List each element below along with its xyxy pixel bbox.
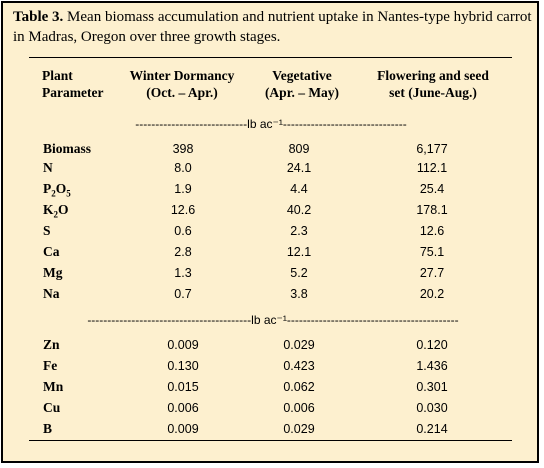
cell-vegetative: 0.029 xyxy=(283,338,315,352)
cell-flowering: 0.030 xyxy=(416,401,448,415)
row-label: Zn xyxy=(43,337,60,352)
row-label: Na xyxy=(43,285,60,303)
cell-vegetative: 0.062 xyxy=(283,380,315,394)
row-label: P2O5 xyxy=(43,180,71,198)
row-label-tail: O xyxy=(58,202,69,217)
row-label: Mg xyxy=(43,264,63,282)
row-label-base: Mg xyxy=(43,265,63,280)
cell-flowering: 112.1 xyxy=(416,161,448,175)
row-label-subscript: 2 xyxy=(51,188,56,199)
cell-winter-dormancy: 0.6 xyxy=(174,224,192,238)
row-label-base: Na xyxy=(43,286,60,301)
row-label: B xyxy=(43,421,53,436)
header-col3-line2: set (June-Aug.) xyxy=(389,85,477,100)
cell-flowering: 20.2 xyxy=(419,287,445,301)
row-label-base: P xyxy=(43,181,52,196)
table-row: S 0.6 2.3 12.6 xyxy=(3,222,543,240)
row-label-subscript: 5 xyxy=(66,188,71,199)
row-label-base: Biomass xyxy=(43,141,92,156)
unit-label-micro: ----------------------------------------… xyxy=(87,313,459,327)
table-frame: Table 3. Mean biomass accumulation and n… xyxy=(1,1,539,463)
cell-vegetative: 5.2 xyxy=(290,266,308,280)
row-label: K2O xyxy=(43,201,69,219)
caption-label: Table 3. xyxy=(13,9,64,25)
cell-flowering: 27.7 xyxy=(419,266,445,280)
row-label: N xyxy=(43,159,53,177)
table-row: Zn 0.009 0.029 0.120 xyxy=(3,336,543,354)
header-col2-line2: (Apr. – May) xyxy=(264,85,340,100)
cell-flowering: 0.301 xyxy=(416,380,448,394)
row-label-base: Ca xyxy=(43,244,60,259)
cell-vegetative: 809 xyxy=(288,142,310,156)
table-row: Mg 1.3 5.2 27.7 xyxy=(3,264,543,282)
header-param-line2: Parameter xyxy=(42,85,104,100)
table-row: Fe 0.130 0.423 1.436 xyxy=(3,357,543,375)
header-col2-line1: Vegetative xyxy=(272,68,332,83)
bottom-rule xyxy=(29,440,512,441)
cell-flowering: 75.1 xyxy=(419,245,445,259)
cell-vegetative: 0.006 xyxy=(283,401,315,415)
cell-vegetative: 3.8 xyxy=(290,287,308,301)
cell-flowering: 0.214 xyxy=(416,422,448,436)
caption-text: Mean biomass accumulation and nutrient u… xyxy=(13,9,532,45)
cell-winter-dormancy: 1.9 xyxy=(174,182,192,196)
cell-vegetative: 0.423 xyxy=(283,359,315,373)
header-col3-line1: Flowering and seed xyxy=(377,68,489,83)
cell-winter-dormancy: 0.009 xyxy=(167,422,199,436)
cell-winter-dormancy: 0.130 xyxy=(167,359,199,373)
cell-winter-dormancy: 0.009 xyxy=(167,338,199,352)
cell-winter-dormancy: 2.8 xyxy=(174,245,192,259)
cell-flowering: 178.1 xyxy=(416,203,448,217)
cell-flowering: 1.436 xyxy=(416,359,448,373)
row-label: Cu xyxy=(43,400,61,415)
cell-vegetative: 40.2 xyxy=(286,203,312,217)
table-row: Biomass 398 809 6,177 xyxy=(3,140,543,158)
table-row: P2O5 1.9 4.4 25.4 xyxy=(3,180,543,198)
row-label-base: K xyxy=(43,202,54,217)
cell-flowering: 6,177 xyxy=(416,142,448,156)
row-label: Mn xyxy=(43,379,64,394)
cell-vegetative: 0.029 xyxy=(283,422,315,436)
table-row: B 0.009 0.029 0.214 xyxy=(3,420,543,438)
cell-winter-dormancy: 398 xyxy=(172,142,194,156)
row-label: S xyxy=(43,222,51,240)
row-label: Fe xyxy=(43,358,58,373)
header-winter-dormancy: Winter Dormancy (Oct. – Apr.) xyxy=(114,67,250,101)
cell-vegetative: 12.1 xyxy=(286,245,312,259)
header-flowering: Flowering and seed set (June-Aug.) xyxy=(358,67,508,101)
cell-winter-dormancy: 12.6 xyxy=(170,203,196,217)
cell-winter-dormancy: 0.006 xyxy=(167,401,199,415)
table-row: Ca 2.8 12.1 75.1 xyxy=(3,243,543,261)
cell-winter-dormancy: 0.015 xyxy=(167,380,199,394)
cell-vegetative: 2.3 xyxy=(290,224,308,238)
table-row: Mn 0.015 0.062 0.301 xyxy=(3,378,543,396)
cell-flowering: 0.120 xyxy=(416,338,448,352)
header-col1-line1: Winter Dormancy xyxy=(129,68,235,83)
cell-winter-dormancy: 1.3 xyxy=(174,266,192,280)
unit-label-macro: ----------------------------lb ac⁻¹-----… xyxy=(135,117,407,131)
cell-winter-dormancy: 0.7 xyxy=(174,287,192,301)
table-row: Cu 0.006 0.006 0.030 xyxy=(3,399,543,417)
table-row: N 8.0 24.1 112.1 xyxy=(3,159,543,177)
table-row: K2O 12.6 40.2 178.1 xyxy=(3,201,543,219)
header-param-line1: Plant xyxy=(42,68,73,83)
row-label-subscript: 2 xyxy=(53,209,59,220)
cell-flowering: 25.4 xyxy=(419,182,445,196)
row-label-base: N xyxy=(43,160,53,175)
cell-vegetative: 4.4 xyxy=(290,182,308,196)
table-row: Na 0.7 3.8 20.2 xyxy=(3,285,543,303)
cell-flowering: 12.6 xyxy=(419,224,445,238)
row-label: Biomass xyxy=(43,140,91,158)
cell-vegetative: 24.1 xyxy=(286,161,312,175)
top-rule xyxy=(29,57,512,58)
header-vegetative: Vegetative (Apr. – May) xyxy=(247,67,357,101)
row-label-base: S xyxy=(43,223,51,238)
cell-winter-dormancy: 8.0 xyxy=(174,161,192,175)
header-plant-parameter: Plant Parameter xyxy=(42,67,103,101)
header-col1-line2: (Oct. – Apr.) xyxy=(146,85,218,100)
row-label: Ca xyxy=(43,243,60,261)
row-label-tail: O xyxy=(55,181,67,196)
table-caption: Table 3. Mean biomass accumulation and n… xyxy=(13,7,533,47)
